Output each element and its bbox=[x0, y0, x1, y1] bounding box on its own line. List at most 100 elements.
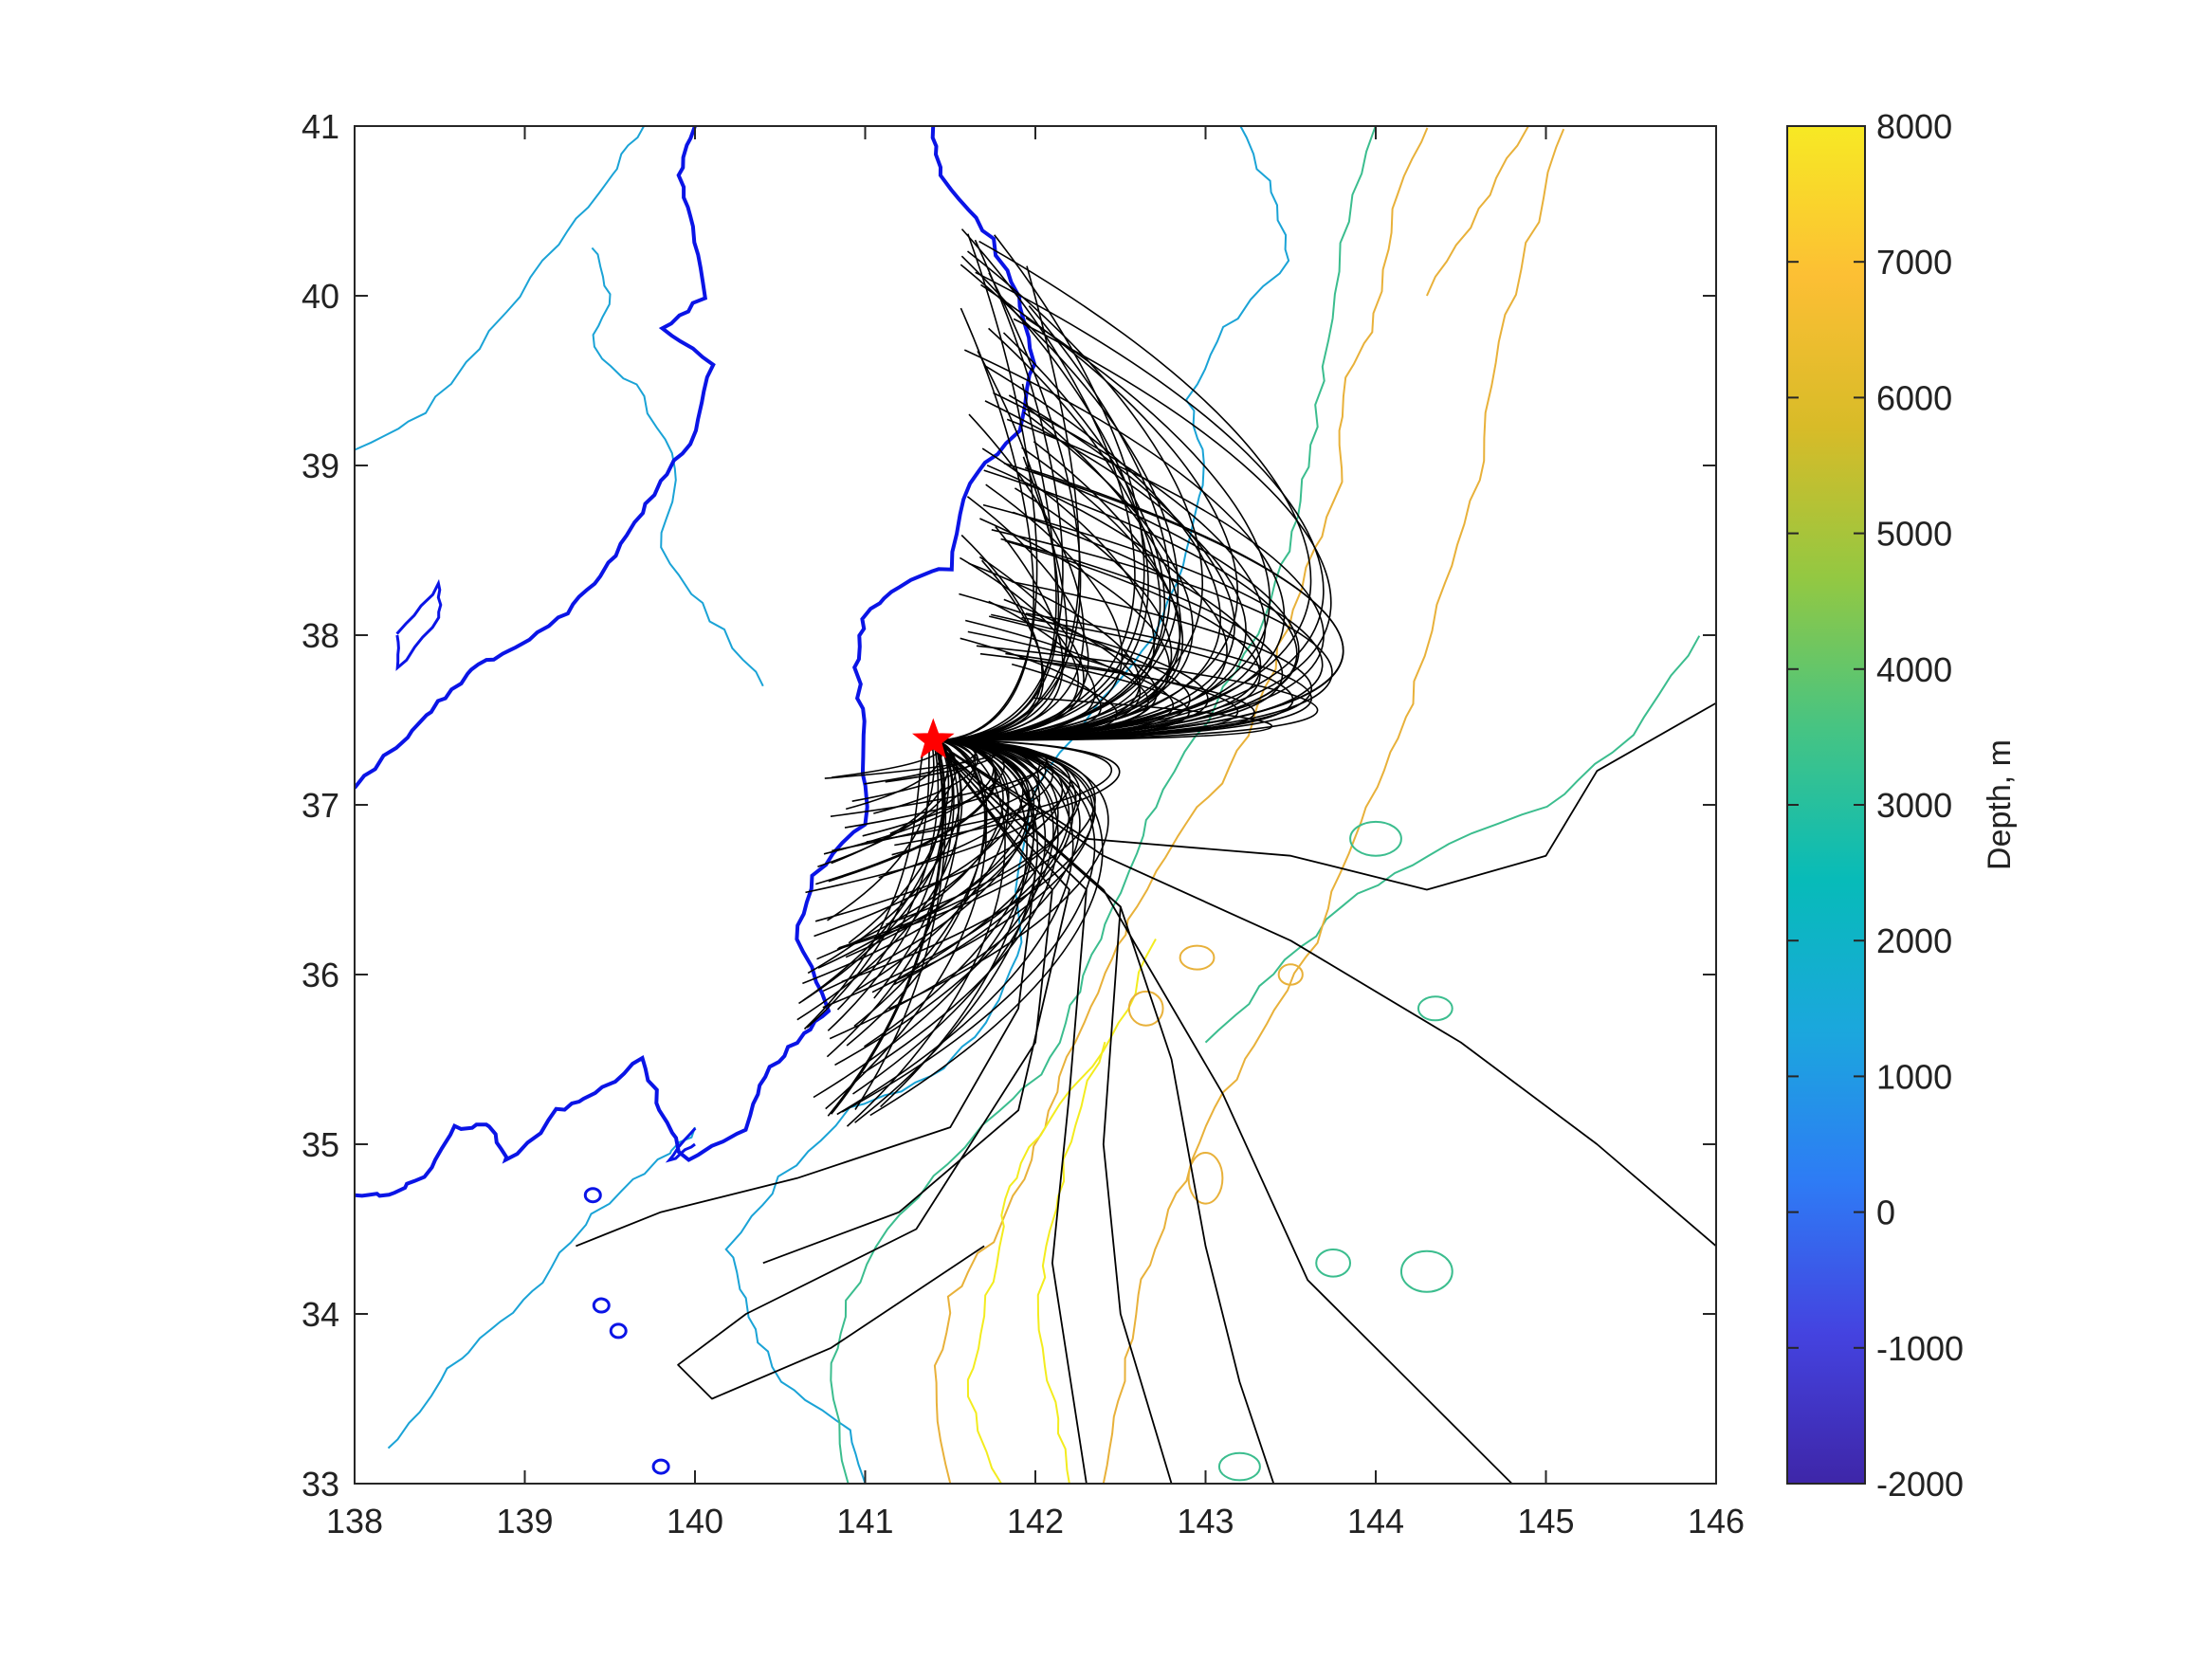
y-tick-label: 38 bbox=[302, 616, 339, 655]
ray-path bbox=[933, 456, 1068, 741]
x-tick-label: 140 bbox=[667, 1502, 723, 1540]
y-tick-label: 36 bbox=[302, 956, 339, 994]
island bbox=[583, 1187, 602, 1204]
depth-contour bbox=[933, 127, 1429, 1484]
x-tick-label: 146 bbox=[1688, 1502, 1745, 1540]
ray-path bbox=[854, 739, 1038, 1123]
ray-path bbox=[869, 739, 1104, 1117]
depth-contour bbox=[1425, 126, 1530, 297]
ray-path bbox=[872, 739, 1041, 942]
ray-path bbox=[933, 271, 1325, 741]
ray-path bbox=[864, 739, 1035, 1048]
ray-path bbox=[933, 580, 1312, 741]
colorbar-axis: -2000 -1000 0 1000 2000 3000 4000 5000 6000 7000 8… bbox=[1787, 107, 1964, 1504]
x-axis: 138 139 140 141 142 143 144 145 146 bbox=[326, 126, 1745, 1540]
y-axis: 33 34 35 36 37 38 39 40 41 bbox=[302, 107, 1716, 1504]
ray-path-long bbox=[677, 739, 1053, 1400]
depth-contour-closed bbox=[1127, 990, 1164, 1027]
depth-contour-closed bbox=[1349, 820, 1402, 857]
ray-path-long bbox=[932, 739, 1088, 1484]
depth-contour-closed bbox=[1315, 1249, 1352, 1278]
sado-island bbox=[395, 578, 443, 671]
depth-contour bbox=[966, 939, 1157, 1484]
depth-contour-closed bbox=[1179, 944, 1216, 971]
ray-path bbox=[852, 739, 1047, 1095]
y-tick-label: 41 bbox=[302, 107, 339, 146]
ray-path bbox=[825, 739, 987, 1110]
x-tick-label: 143 bbox=[1177, 1502, 1234, 1540]
x-tick-label: 145 bbox=[1517, 1502, 1574, 1540]
depth-contour-closed bbox=[1217, 1451, 1261, 1482]
coastline-east bbox=[355, 126, 1037, 1198]
y-tick-label: 34 bbox=[302, 1295, 339, 1334]
tsunami-ray-paths bbox=[576, 228, 1716, 1484]
ray-path bbox=[933, 349, 1286, 741]
colorbar-tick-label: 0 bbox=[1876, 1194, 1895, 1232]
ray-path bbox=[880, 739, 1028, 1108]
colorbar-tick-label: 5000 bbox=[1876, 515, 1952, 554]
ray-path-long bbox=[576, 739, 1036, 1248]
x-tick-label: 141 bbox=[836, 1502, 893, 1540]
ray-path-long bbox=[932, 739, 1173, 1484]
depth-contour bbox=[591, 246, 764, 687]
ray-path bbox=[933, 529, 1333, 741]
colorbar-tick-label: 4000 bbox=[1876, 650, 1952, 689]
depth-contour bbox=[724, 126, 1290, 1484]
bathymetry-contours bbox=[355, 126, 1701, 1484]
ray-path bbox=[933, 250, 1203, 741]
depth-contour bbox=[1036, 1041, 1106, 1484]
island bbox=[651, 1458, 670, 1475]
y-tick-label: 33 bbox=[302, 1465, 339, 1504]
source-point bbox=[912, 718, 955, 758]
x-tick-label: 138 bbox=[326, 1502, 383, 1540]
ray-path bbox=[873, 739, 978, 814]
ray-path bbox=[933, 240, 1312, 741]
ray-path bbox=[933, 562, 1141, 741]
depth-contour bbox=[387, 1126, 696, 1449]
colorbar bbox=[1786, 125, 1866, 1485]
coastline-west bbox=[355, 126, 716, 790]
boso-bay bbox=[665, 1127, 697, 1163]
ray-path bbox=[802, 739, 1035, 985]
ray-path bbox=[933, 483, 1123, 741]
ray-path-long bbox=[932, 739, 1513, 1484]
ray-path bbox=[933, 538, 1284, 741]
ray-path bbox=[807, 739, 961, 975]
colorbar-tick-label: 2000 bbox=[1876, 921, 1952, 960]
ray-path bbox=[933, 383, 1057, 741]
y-tick-label: 40 bbox=[302, 277, 339, 316]
ray-path bbox=[933, 233, 1038, 741]
colorbar-tick-label: 8000 bbox=[1876, 107, 1952, 146]
colorbar-tick-label: -2000 bbox=[1876, 1465, 1964, 1504]
ray-path bbox=[933, 697, 1273, 741]
y-tick-label: 35 bbox=[302, 1125, 339, 1164]
ray-path-long bbox=[932, 739, 1716, 1248]
colorbar-tick-label: 3000 bbox=[1876, 786, 1952, 825]
depth-contour bbox=[355, 126, 645, 451]
depth-contour-closed bbox=[1399, 1249, 1453, 1293]
island bbox=[609, 1322, 628, 1340]
x-tick-label: 139 bbox=[496, 1502, 553, 1540]
depth-contour bbox=[830, 126, 1377, 1484]
ray-path bbox=[933, 413, 1085, 741]
y-tick-label: 37 bbox=[302, 786, 339, 825]
depth-contour bbox=[1204, 635, 1701, 1044]
colorbar-label: Depth, m bbox=[1982, 739, 2018, 870]
ray-path-long bbox=[762, 739, 1070, 1265]
island bbox=[592, 1297, 611, 1314]
colorbar-tick-label: 1000 bbox=[1876, 1057, 1952, 1096]
ray-path bbox=[822, 739, 1070, 1009]
depth-contour bbox=[1102, 128, 1565, 1484]
depth-contour-closed bbox=[1187, 1152, 1224, 1205]
depth-contour-closed bbox=[1277, 963, 1304, 986]
x-tick-label: 144 bbox=[1347, 1502, 1404, 1540]
source-star-icon bbox=[912, 718, 955, 758]
colorbar-tick-label: 6000 bbox=[1876, 378, 1952, 417]
depth-contour-closed bbox=[1417, 995, 1453, 1022]
coastline bbox=[355, 126, 1037, 1475]
colorbar-tick-label: -1000 bbox=[1876, 1329, 1964, 1368]
ray-path-long bbox=[932, 702, 1716, 891]
y-tick-label: 39 bbox=[302, 447, 339, 485]
ray-path bbox=[836, 739, 1096, 951]
ray-path bbox=[933, 404, 1182, 741]
